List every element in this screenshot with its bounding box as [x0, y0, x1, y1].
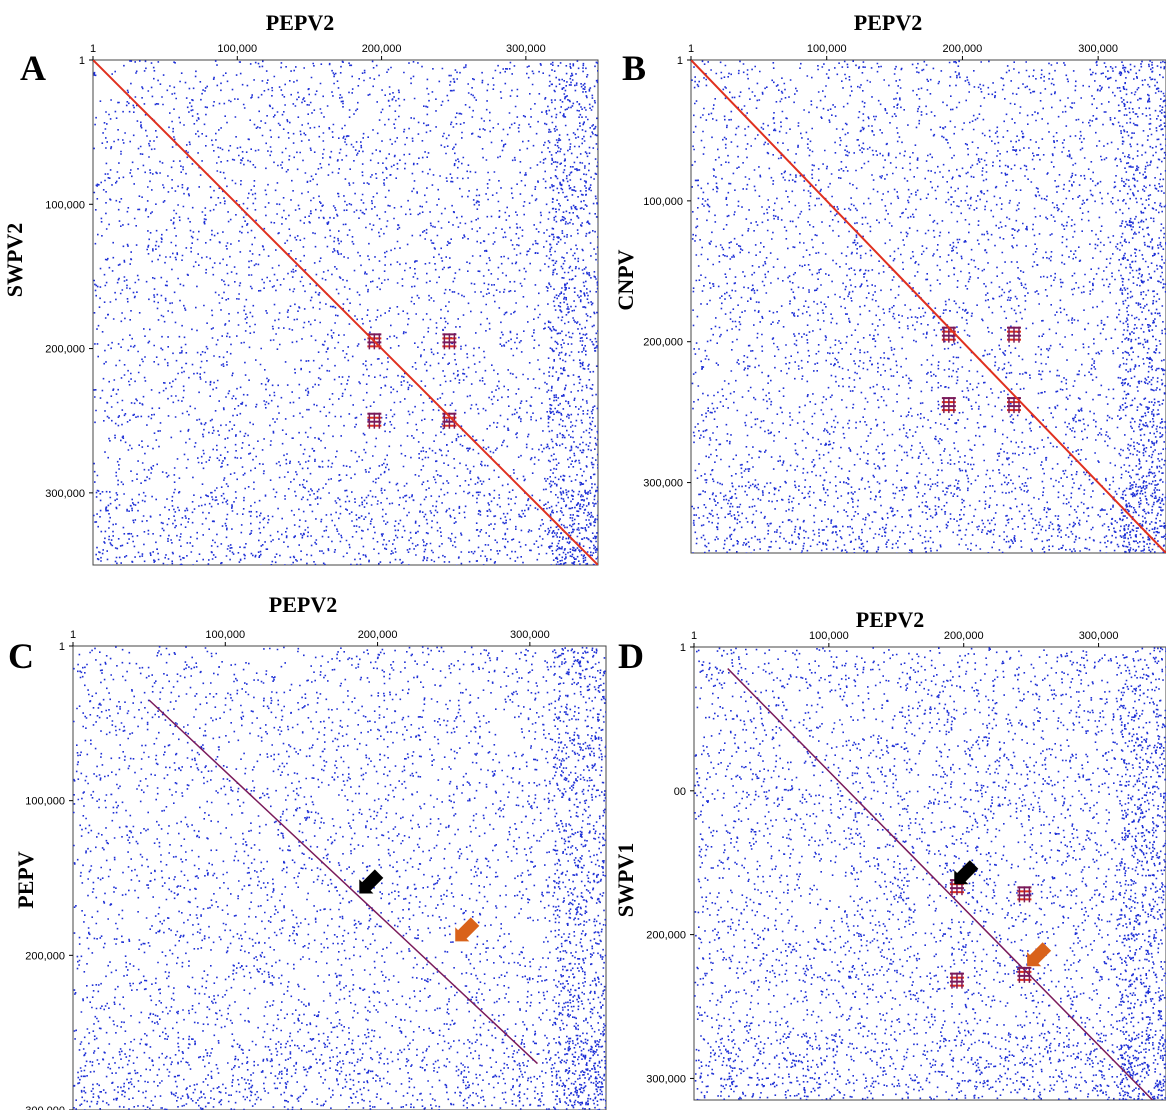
repeat-block [941, 397, 956, 414]
x-tick-label: 100,000 [807, 43, 847, 55]
y-axis-title: SWPV2 [2, 223, 27, 298]
y-tick-label: 1 [59, 641, 65, 653]
orange-arrow-icon [1027, 942, 1052, 967]
panel-b: B PEPV2 CNPV 1 100,000 200,000 300,000 1 100,000… [613, 10, 1166, 554]
x-tick-label: 300,000 [506, 43, 546, 55]
y-tick-label: 1 [680, 642, 686, 654]
x-tick-label: 200,000 [362, 43, 402, 55]
x-tick-label: 100,000 [809, 630, 849, 642]
noise-dots [93, 60, 598, 565]
synteny-diagonal [148, 699, 538, 1065]
repeat-block [367, 412, 382, 429]
x-axis-title: PEPV2 [266, 10, 334, 35]
y-tick-label: 200,000 [45, 344, 85, 356]
x-axis-title: PEPV2 [856, 607, 924, 632]
y-axis-title: SWPV1 [613, 843, 638, 918]
noise-dots [691, 60, 1166, 553]
y-tick-label: 200,000 [25, 950, 65, 962]
x-axis-title: PEPV2 [269, 592, 337, 617]
y-tick-label: 200,000 [646, 930, 686, 942]
x-tick-label: 1 [688, 43, 694, 55]
panel-letter: C [8, 636, 34, 676]
y-axis-title: PEPV [13, 851, 38, 909]
noise-dots [73, 646, 606, 1110]
x-tick-label: 100,000 [217, 43, 257, 55]
synteny-diagonal [691, 60, 1166, 553]
dot-matches [73, 646, 606, 1110]
x-tick-label: 200,000 [944, 630, 984, 642]
y-tick-label: 1 [677, 55, 683, 67]
panel-a: A PEPV2 SWPV2 1 100,000 200,000 300,000 1 100,00… [2, 10, 599, 566]
y-tick-label: 300,000 [646, 1073, 686, 1085]
y-tick-label: 00 [674, 786, 686, 798]
y-tick-label: 300,000 [45, 488, 85, 500]
panel-letter: B [622, 48, 646, 88]
x-tick-label: 1 [691, 630, 697, 642]
y-tick-label: 100,000 [45, 199, 85, 211]
orange-arrow-icon [455, 917, 480, 942]
noise-dots [694, 647, 1166, 1100]
repeat-block [442, 333, 457, 350]
black-arrow-icon [954, 860, 979, 885]
x-tick-label: 200,000 [943, 43, 983, 55]
y-tick-label: 200,000 [643, 337, 683, 349]
repeat-block [1017, 886, 1032, 903]
repeat-block [949, 972, 964, 989]
x-axis-title: PEPV2 [854, 10, 922, 35]
x-tick-label: 300,000 [510, 629, 550, 641]
x-tick-label: 100,000 [205, 629, 245, 641]
x-tick-label: 1 [90, 43, 96, 55]
y-tick-label: 300,000 [643, 478, 683, 490]
synteny-diagonal [727, 668, 1154, 1100]
repeat-block [941, 326, 956, 343]
panel-d: D PEPV2 SWPV1 1 100,000 200,000 300,000 1 00 200,… [613, 607, 1166, 1101]
x-tick-label: 200,000 [358, 629, 398, 641]
panel-letter: D [618, 636, 644, 676]
y-axis-title: CNPV [613, 249, 638, 310]
y-tick-label: 100,000 [25, 796, 65, 808]
black-arrow-icon [359, 869, 384, 894]
synteny-diagonal [93, 60, 598, 565]
x-tick-label: 300,000 [1079, 630, 1119, 642]
y-tick-label: 300,000 [25, 1105, 65, 1110]
y-tick-label: 100,000 [643, 196, 683, 208]
panel-c: C PEPV2 PEPV 1 100,000 200,000 300,000 1 100,000… [8, 592, 607, 1110]
x-tick-label: 1 [70, 629, 76, 641]
repeat-block [1006, 326, 1021, 343]
y-tick-label: 1 [79, 55, 85, 67]
x-tick-label: 300,000 [1078, 43, 1118, 55]
panel-letter: A [20, 48, 46, 88]
